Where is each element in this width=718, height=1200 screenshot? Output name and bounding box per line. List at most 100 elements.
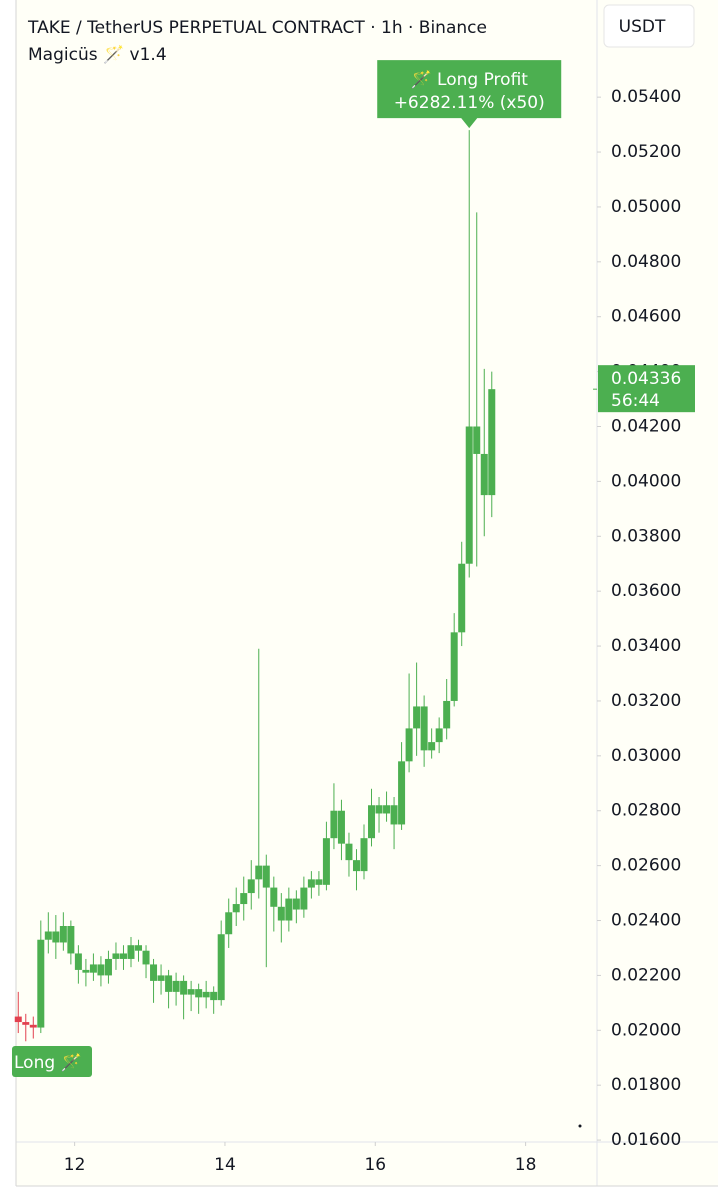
candle-body [405, 728, 413, 762]
candle-body [352, 860, 360, 872]
y-tick-label: 0.02200 [611, 965, 681, 985]
long-label: Long 🪄 [14, 1052, 82, 1073]
x-tick-label: 16 [364, 1155, 386, 1175]
candle-body [375, 805, 383, 814]
profit-label: 🪄 Long Profit [410, 69, 528, 90]
candle-body [127, 945, 135, 959]
candle-body [383, 805, 391, 814]
y-tick-label: 0.02600 [611, 856, 681, 876]
candle-body [67, 926, 75, 954]
unit-label: USDT [619, 17, 666, 37]
candle-body [135, 945, 143, 951]
candle-body [74, 953, 82, 970]
y-tick-label: 0.04800 [611, 252, 681, 272]
y-tick-label: 0.03800 [611, 526, 681, 546]
last-price-label: 0.04336 [611, 369, 681, 389]
candle-body [150, 964, 158, 981]
x-tick-label: 14 [214, 1155, 236, 1175]
candle-body [473, 426, 481, 454]
candle-body [82, 969, 90, 973]
candle-body [22, 1022, 30, 1025]
last-price-box [598, 365, 695, 413]
y-tick-label: 0.04000 [611, 471, 681, 491]
candle-body [345, 843, 353, 861]
candle-body [217, 934, 225, 1001]
candle-body [255, 865, 263, 880]
y-tick-label: 0.02800 [611, 801, 681, 821]
candle-body [315, 879, 323, 885]
y-tick-label: 0.05200 [611, 142, 681, 162]
candle-body [465, 426, 473, 564]
y-tick-label: 0.04200 [611, 417, 681, 437]
candle-body [300, 887, 308, 910]
candle-body [292, 898, 300, 910]
unit-button[interactable] [603, 4, 695, 48]
candle-body [428, 742, 436, 751]
candle-body [210, 991, 218, 1001]
profit-callout [377, 60, 562, 129]
y-tick-label: 0.05400 [611, 87, 681, 107]
y-tick-label: 0.05000 [611, 197, 681, 217]
candle-body [172, 980, 180, 992]
candle-body [247, 879, 255, 894]
candle-body [330, 810, 338, 839]
candle-body [232, 904, 240, 913]
candle-body [157, 975, 165, 981]
candle-body [119, 953, 127, 959]
y-tick-label: 0.03000 [611, 746, 681, 766]
candle-body [59, 926, 67, 943]
candle-body [195, 989, 203, 998]
candle-body [285, 898, 293, 921]
candle-body [277, 906, 285, 921]
y-tick-label: 0.03400 [611, 636, 681, 656]
y-tick-label: 0.01600 [611, 1130, 681, 1150]
candle-body [398, 761, 406, 825]
candle-body [37, 939, 45, 1028]
candle-body [337, 810, 345, 844]
y-tick-label: 0.01800 [611, 1075, 681, 1095]
x-tick-label: 12 [64, 1155, 86, 1175]
y-tick-label: 0.04600 [611, 307, 681, 327]
candle-body [52, 931, 60, 943]
candle-body [458, 563, 466, 633]
y-tick-label: 0.03200 [611, 691, 681, 711]
indicator-label: Magicüs 🪄 v1.4 [28, 44, 167, 65]
candle-body [240, 893, 248, 905]
candle-body [104, 958, 112, 976]
candle-body [443, 700, 451, 729]
countdown-label: 56:44 [611, 391, 660, 411]
candle-body [112, 953, 120, 959]
candle-body [44, 931, 52, 940]
candle-body [390, 805, 398, 825]
candle-body [435, 728, 443, 743]
candle-body [225, 912, 233, 935]
candle-body [450, 632, 458, 701]
chart-title: TAKE / TetherUS PERPETUAL CONTRACT · 1h … [27, 18, 487, 38]
plot-background [16, 0, 718, 1186]
candle-body [413, 706, 421, 729]
candle-body [420, 706, 428, 751]
long-callout [12, 1046, 92, 1077]
candle-body [488, 389, 496, 496]
candle-body [202, 991, 210, 998]
candle-body [187, 989, 195, 995]
profit-label: +6282.11% (x50) [394, 93, 545, 113]
candle-body [14, 1016, 22, 1023]
candle-body [142, 950, 150, 965]
y-tick-label: 0.02000 [611, 1020, 681, 1040]
candle-body [360, 838, 368, 872]
candle-body [29, 1024, 37, 1028]
y-tick-label: 0.03600 [611, 581, 681, 601]
candle-body [307, 879, 315, 888]
candle-body [270, 887, 278, 907]
candle-body [322, 838, 330, 885]
dot [578, 1124, 582, 1128]
candle-body [89, 964, 97, 973]
candle-body [480, 453, 488, 496]
candle-body [262, 865, 270, 888]
candle-body [180, 980, 188, 995]
x-tick-label: 18 [515, 1155, 537, 1175]
candle-body [165, 975, 173, 992]
candle-body [368, 805, 376, 839]
